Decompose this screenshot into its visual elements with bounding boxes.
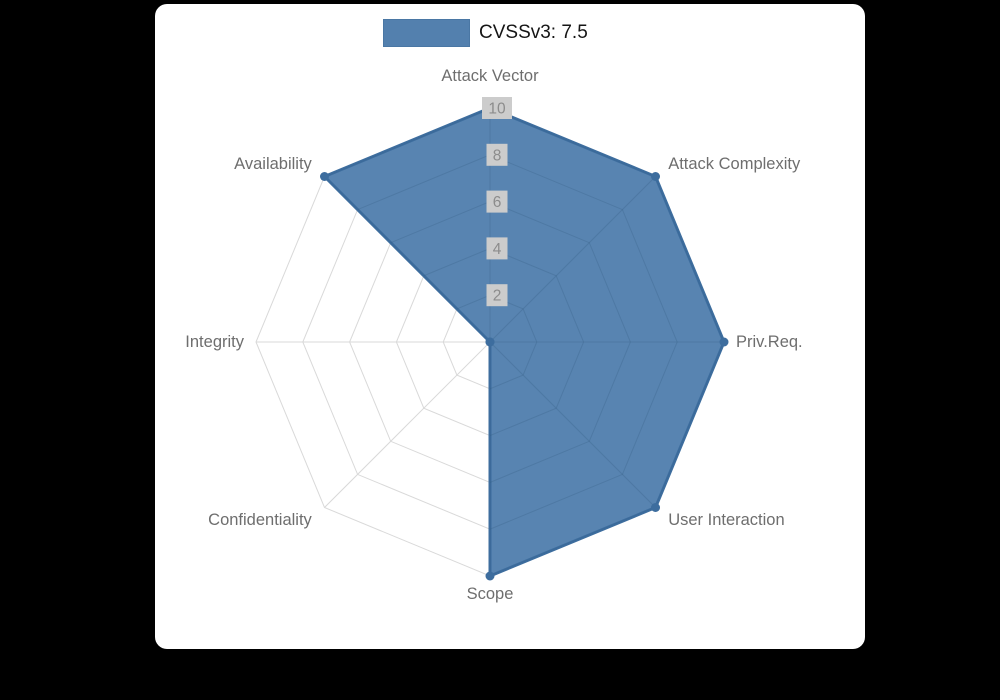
tick-backdrop (486, 284, 508, 307)
legend-swatch (383, 19, 470, 47)
grid-spoke (324, 341, 491, 508)
tick-backdrop (486, 143, 508, 166)
data-point[interactable] (485, 571, 495, 581)
chart-legend[interactable]: CVSSv3: 7.5 (383, 19, 588, 47)
tick-backdrop (482, 97, 512, 119)
axis-label-integrity: Integrity (185, 333, 244, 351)
data-point[interactable] (651, 172, 660, 181)
axis-label-attack-vector: Attack Vector (441, 67, 539, 85)
tick-label: 8 (493, 147, 502, 164)
legend-label: CVSSv3: 7.5 (479, 22, 588, 43)
tick-label: 6 (493, 194, 502, 211)
tick-label: 4 (493, 241, 502, 258)
tick-backdrop (486, 190, 508, 213)
data-point[interactable] (485, 337, 495, 347)
axis-label-priv-req-: Priv.Req. (736, 333, 803, 351)
data-polygon (323, 106, 726, 578)
axis-label-availability: Availability (234, 155, 312, 173)
axis-label-attack-complexity: Attack Complexity (668, 155, 801, 173)
axis-label-confidentiality: Confidentiality (208, 511, 312, 529)
data-point[interactable] (719, 337, 729, 347)
tick-backdrop (486, 237, 508, 260)
axis-label-user-interaction: User Interaction (668, 511, 784, 529)
data-point[interactable] (320, 172, 329, 181)
axis-label-scope: Scope (467, 585, 514, 603)
tick-label: 10 (488, 101, 506, 118)
tick-label: 2 (493, 288, 502, 305)
data-point[interactable] (651, 503, 660, 512)
